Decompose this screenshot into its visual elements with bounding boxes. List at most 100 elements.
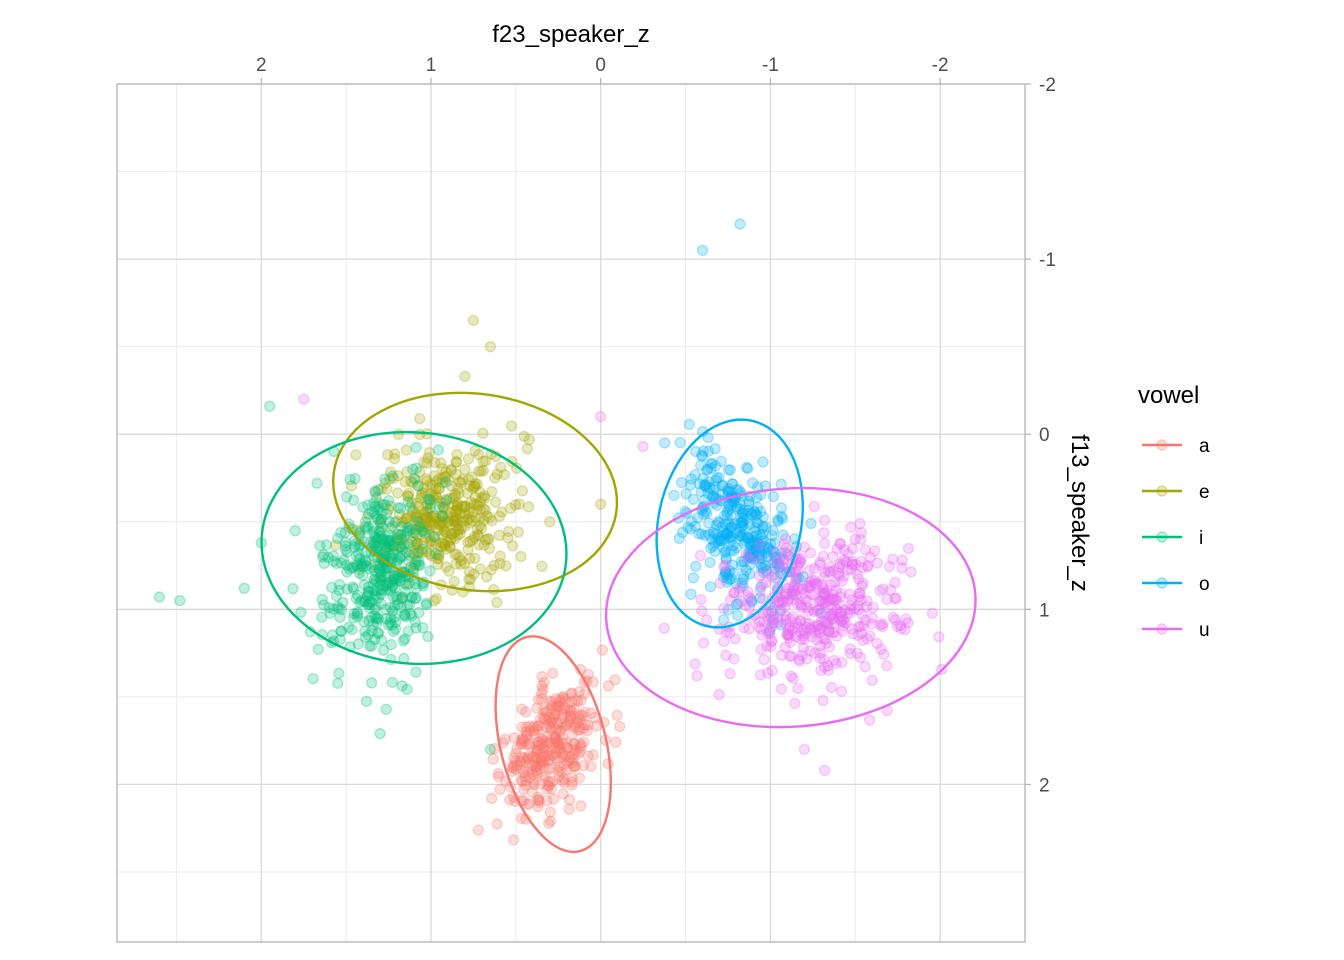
data-point (741, 532, 753, 544)
data-point (485, 564, 498, 576)
data-point (548, 752, 561, 764)
data-point (778, 538, 791, 550)
data-point (775, 683, 788, 695)
data-point (369, 603, 381, 615)
data-point (798, 541, 811, 553)
data-point (828, 654, 840, 667)
data-point (713, 689, 725, 701)
data-point (412, 479, 425, 492)
data-point (762, 627, 774, 639)
data-point (556, 766, 568, 778)
data-point (354, 596, 366, 609)
data-point (415, 517, 427, 529)
data-point (835, 538, 847, 550)
data-point (824, 561, 836, 573)
data-point (744, 550, 756, 562)
x-axis-ticks: 2 1 0 -1 -2 (256, 55, 949, 84)
data-point (374, 564, 386, 576)
data-point (364, 563, 376, 575)
data-point (459, 500, 471, 513)
data-point (765, 545, 777, 557)
data-point (526, 786, 538, 798)
data-point (546, 696, 558, 708)
data-point (742, 504, 754, 517)
data-point (779, 590, 791, 602)
data-point (826, 613, 839, 625)
data-point (411, 508, 423, 520)
data-point (417, 521, 429, 533)
data-point (532, 736, 544, 748)
data-point (399, 516, 412, 528)
data-point (540, 736, 552, 748)
data-point (365, 640, 378, 652)
data-point (844, 607, 856, 620)
data-point (433, 501, 446, 513)
data-point (546, 714, 558, 726)
data-point (529, 761, 542, 774)
data-point (447, 511, 459, 523)
data-point (521, 443, 533, 455)
data-point (738, 537, 750, 550)
data-point (390, 575, 403, 587)
data-point (390, 616, 402, 628)
data-point (353, 527, 366, 539)
data-point (724, 522, 736, 534)
data-point (467, 534, 479, 546)
data-point (382, 619, 395, 631)
data-point (579, 706, 591, 718)
data-point (786, 588, 798, 600)
data-point (381, 577, 393, 589)
data-point (395, 528, 407, 541)
data-point (376, 506, 388, 519)
data-point (707, 540, 719, 552)
data-point (446, 532, 458, 544)
data-point (808, 562, 821, 575)
data-point (371, 534, 383, 546)
data-point (468, 531, 480, 543)
data-point (318, 599, 330, 611)
data-point (844, 603, 857, 616)
data-point (596, 644, 609, 656)
data-point (815, 664, 827, 677)
data-point (850, 558, 862, 571)
data-point (318, 557, 330, 570)
data-point (453, 551, 466, 563)
data-point (823, 623, 835, 636)
data-point (312, 643, 324, 655)
data-point (418, 456, 430, 468)
data-point (757, 593, 769, 605)
data-point (737, 528, 749, 540)
data-point (817, 587, 829, 599)
data-point (770, 572, 782, 584)
data-point (794, 556, 807, 568)
data-point (902, 617, 914, 629)
data-point (722, 568, 734, 581)
data-point (418, 509, 430, 521)
data-point (740, 513, 752, 525)
data-point (507, 762, 519, 774)
data-point (769, 551, 781, 563)
data-point (692, 512, 704, 524)
data-point (456, 500, 468, 512)
data-point (459, 463, 471, 475)
data-point (436, 537, 448, 549)
data-point (687, 572, 700, 584)
data-point (866, 612, 879, 624)
data-point (410, 582, 422, 595)
data-point (412, 546, 425, 559)
x-tick-label: 1 (426, 55, 437, 76)
data-point (815, 607, 827, 620)
data-point (575, 694, 587, 706)
data-point (479, 534, 492, 546)
data-point (788, 585, 801, 597)
data-point (517, 783, 530, 796)
data-point (372, 626, 384, 639)
data-point (753, 621, 765, 633)
data-point (424, 516, 436, 529)
data-point (438, 502, 451, 514)
data-point (831, 604, 843, 616)
data-point (409, 473, 421, 486)
data-point (755, 559, 768, 571)
data-point (438, 524, 450, 536)
data-point (758, 653, 770, 666)
